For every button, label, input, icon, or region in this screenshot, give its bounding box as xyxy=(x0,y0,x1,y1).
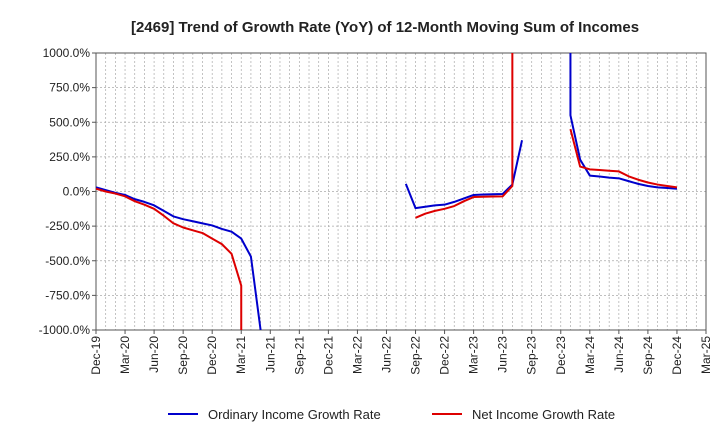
y-tick-label: 250.0% xyxy=(49,150,90,164)
x-tick-label: Sep-22 xyxy=(409,336,423,375)
x-tick-label: Dec-21 xyxy=(321,336,335,375)
legend: Ordinary Income Growth Rate Net Income Gr… xyxy=(168,407,615,422)
y-tick-label: -1000.0% xyxy=(39,323,91,337)
x-tick-label: Dec-24 xyxy=(670,336,684,375)
series-group xyxy=(96,53,678,330)
x-tick-label: Dec-23 xyxy=(554,336,568,375)
y-tick-label: -500.0% xyxy=(45,254,90,268)
y-tick-label: 0.0% xyxy=(63,185,91,199)
chart-title: [2469] Trend of Growth Rate (YoY) of 12-… xyxy=(131,19,639,36)
x-tick-label: Dec-20 xyxy=(205,336,219,375)
x-tick-label: Jun-20 xyxy=(147,336,161,373)
x-tick-label: Jun-21 xyxy=(263,336,277,373)
x-tick-label: Dec-19 xyxy=(89,336,103,375)
series-line-segment xyxy=(96,186,262,330)
series-line-segment xyxy=(404,140,524,210)
y-tick-label: -250.0% xyxy=(45,219,90,233)
x-tick-label: Dec-22 xyxy=(438,336,452,375)
x-tick-label: Mar-22 xyxy=(350,336,364,374)
series-line-segment xyxy=(415,53,514,219)
series-line-segment xyxy=(569,128,678,189)
y-tick-label: 500.0% xyxy=(49,115,90,129)
x-tick-label: Sep-20 xyxy=(176,336,190,375)
x-tick-label: Mar-20 xyxy=(118,336,132,374)
legend-label: Ordinary Income Growth Rate xyxy=(208,407,381,422)
series-line-segment xyxy=(569,53,678,190)
x-tick-label: Mar-21 xyxy=(234,336,248,374)
x-tick-label: Sep-21 xyxy=(292,336,306,375)
x-tick-label: Sep-24 xyxy=(641,336,655,375)
series-line-segment xyxy=(96,187,243,330)
y-tick-label: 1000.0% xyxy=(43,46,91,60)
x-tick-label: Mar-24 xyxy=(583,336,597,374)
x-axis-ticks: Dec-19 Mar-20 Jun-20 Sep-20 Dec-20 Mar-21 Jun-… xyxy=(89,330,713,375)
x-tick-label: Jun-24 xyxy=(612,336,626,373)
grid xyxy=(95,52,707,331)
y-tick-label: -750.0% xyxy=(45,288,90,302)
y-tick-label: 750.0% xyxy=(49,81,90,95)
series-net-income xyxy=(96,53,678,330)
x-tick-label: Jun-23 xyxy=(496,336,510,373)
x-tick-label: Jun-22 xyxy=(379,336,393,373)
x-tick-label: Mar-23 xyxy=(467,336,481,374)
x-tick-label: Sep-23 xyxy=(525,336,539,375)
x-tick-label: Mar-25 xyxy=(699,336,713,374)
legend-label: Net Income Growth Rate xyxy=(472,407,615,422)
y-axis-ticks: 1000.0% 750.0% 500.0% 250.0% 0.0% -250.0% -500… xyxy=(39,46,96,337)
series-ordinary-income xyxy=(96,53,678,330)
